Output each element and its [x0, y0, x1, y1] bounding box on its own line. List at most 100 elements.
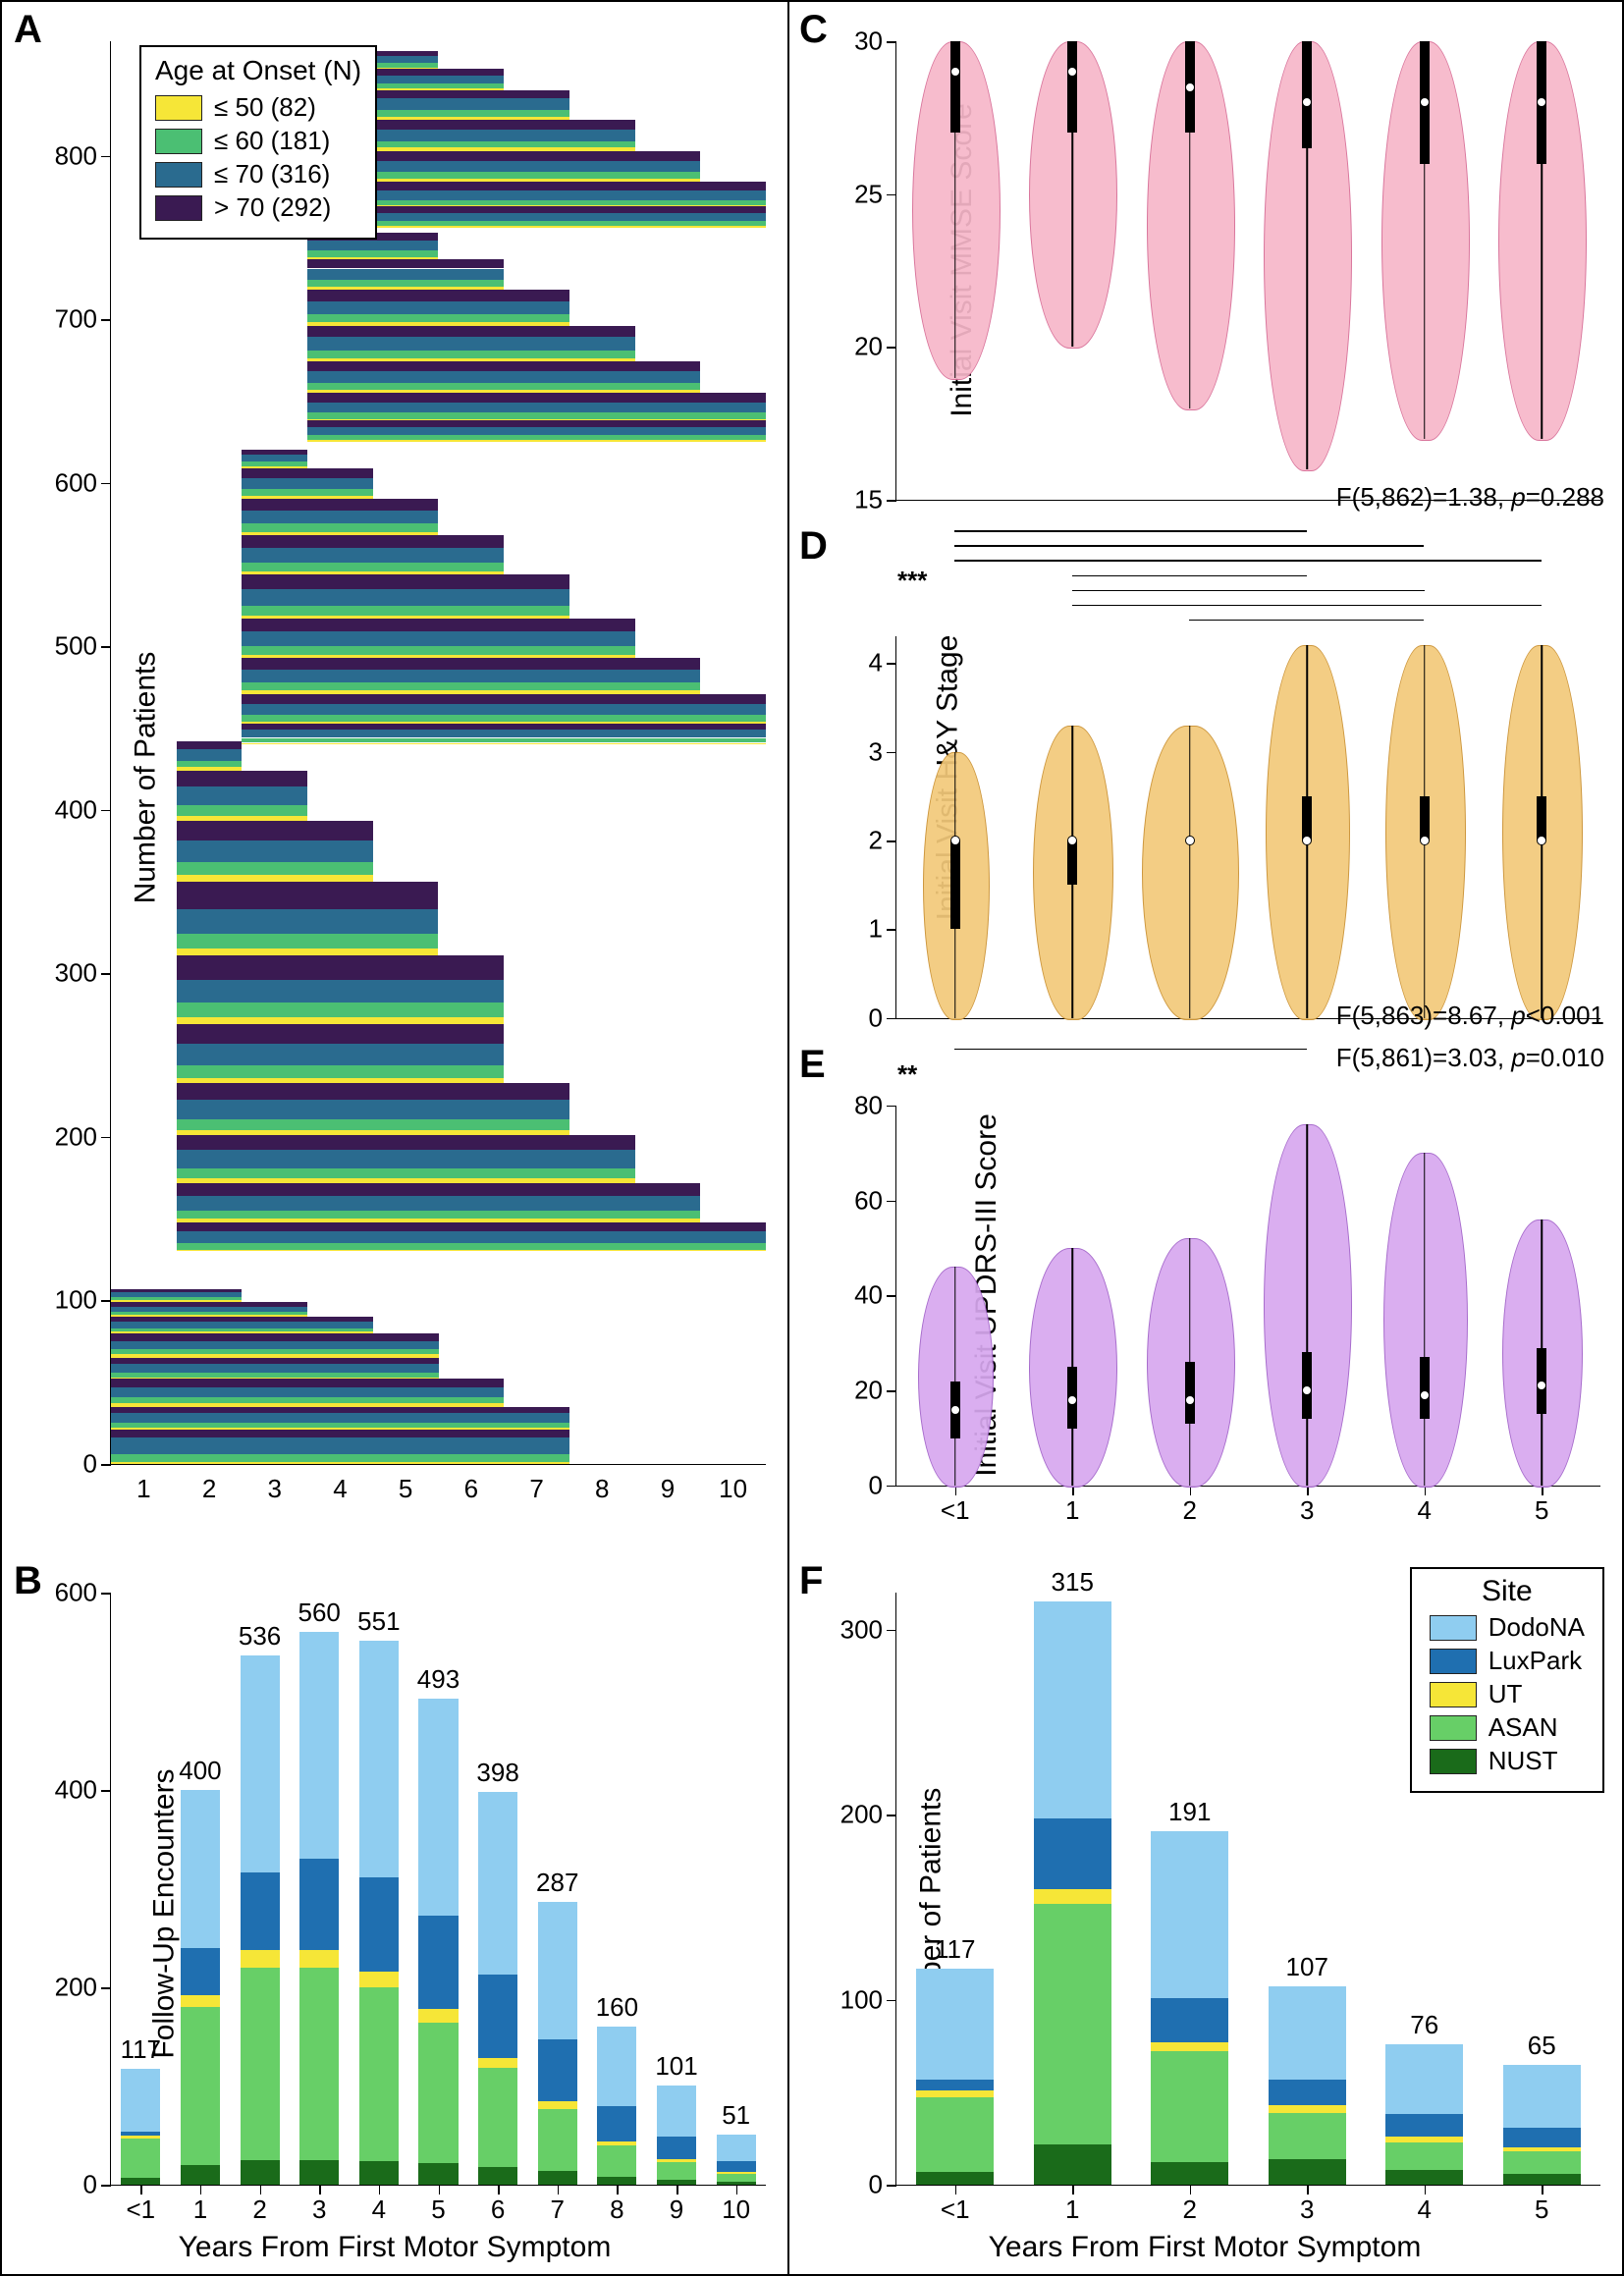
patient-segment	[373, 141, 635, 148]
patient-segment	[111, 1302, 307, 1307]
patient-segment	[111, 1349, 439, 1354]
bar-segment-DodoNA	[1385, 2044, 1463, 2115]
panel-a-plot-area: 010020030040050060070080012345678910	[110, 41, 766, 1465]
patient-segment	[177, 805, 307, 817]
bar-segment-LuxPark	[299, 1859, 339, 1949]
patient-segment	[373, 226, 766, 228]
bar-segment-UT	[916, 2090, 994, 2098]
patient-segment	[307, 383, 700, 390]
bar-segment-ASAN	[299, 1968, 339, 2160]
bar-segment-LuxPark	[657, 2137, 696, 2159]
patient-segment	[177, 1150, 635, 1167]
patient-segment	[177, 1065, 505, 1078]
patient-segment	[111, 1354, 439, 1357]
patient-segment	[111, 1331, 373, 1333]
patient-segment	[373, 51, 439, 56]
patient-segment	[242, 722, 766, 724]
row-1: A Number of Patients 0100200300400500600…	[2, 2, 1622, 1553]
bar-segment-ASAN	[478, 2068, 517, 2166]
bar-segment-NUST	[657, 2180, 696, 2185]
bar-segment-LuxPark	[241, 1872, 280, 1949]
patient-segment	[373, 90, 569, 98]
patient-segment	[307, 420, 766, 427]
patient-segment	[177, 862, 373, 875]
legend-swatch	[155, 195, 202, 221]
panel-c: CInitial Visit MMSE Score15202530F(5,862…	[787, 2, 1622, 518]
patient-segment	[111, 1413, 569, 1423]
bar-segment-NUST	[1385, 2170, 1463, 2185]
patient-segment	[373, 120, 635, 130]
bar-segment-DodoNA	[1503, 2065, 1581, 2128]
patient-segment	[111, 1322, 373, 1328]
bar-segment-ASAN	[717, 2174, 756, 2182]
bar-total-label: 551	[357, 1606, 400, 1637]
patient-segment	[111, 1300, 242, 1302]
bar-segment-NUST	[1503, 2174, 1581, 2185]
bar-segment-NUST	[1151, 2162, 1228, 2185]
patient-segment	[177, 1078, 505, 1083]
violin	[1142, 726, 1239, 1020]
legend-swatch	[1430, 1682, 1477, 1707]
patient-segment	[111, 1454, 569, 1462]
bar-total-label: 398	[476, 1758, 518, 1788]
bar-segment-ASAN	[1385, 2142, 1463, 2170]
patient-segment	[242, 589, 569, 606]
legend-swatch	[155, 162, 202, 188]
patient-segment	[177, 1231, 766, 1243]
bar-total-label: 65	[1528, 2031, 1556, 2061]
bar-segment-NUST	[418, 2163, 458, 2185]
stacked-bar: 560	[299, 1632, 339, 2185]
patient-segment	[373, 110, 569, 117]
bar-segment-NUST	[1034, 2144, 1111, 2185]
bar-segment-LuxPark	[478, 1975, 517, 2058]
bar-segment-ASAN	[538, 2109, 577, 2171]
patient-segment	[177, 1044, 505, 1065]
stacked-bar: 65	[1503, 2065, 1581, 2185]
panel-a-label: A	[14, 8, 42, 52]
bar-segment-LuxPark	[1034, 1818, 1111, 1889]
patient-segment	[242, 682, 700, 690]
patient-segment	[242, 704, 766, 716]
bar-segment-UT	[241, 1950, 280, 1968]
patient-segment	[111, 1333, 439, 1341]
bar-segment-UT	[418, 2009, 458, 2023]
bar-segment-NUST	[181, 2165, 220, 2185]
patient-segment	[373, 182, 766, 190]
patient-segment	[373, 190, 766, 200]
patient-segment	[242, 715, 766, 722]
patient-segment	[373, 68, 439, 70]
bar-total-label: 560	[298, 1598, 341, 1628]
panel-b-plot-area: 0200400600<11234567891011740053656055149…	[110, 1593, 766, 2186]
patient-segment	[307, 361, 700, 371]
patient-segment	[177, 1135, 635, 1150]
patient-segment	[177, 1243, 766, 1250]
bar-segment-LuxPark	[538, 2039, 577, 2100]
bar-segment-DodoNA	[1269, 1986, 1346, 2079]
site-legend-title: Site	[1430, 1575, 1585, 1608]
bar-segment-DodoNA	[657, 2086, 696, 2137]
patient-segment	[177, 1178, 635, 1183]
legend-swatch	[155, 95, 202, 121]
patient-segment	[242, 532, 438, 535]
patient-segment	[111, 1373, 439, 1378]
bar-total-label: 536	[239, 1621, 281, 1652]
patient-segment	[242, 631, 634, 646]
patient-segment	[177, 909, 439, 934]
patient-segment	[177, 1219, 701, 1221]
patient-segment	[177, 948, 439, 955]
patient-segment	[373, 147, 635, 150]
patient-segment	[177, 1024, 505, 1044]
patient-segment	[242, 743, 766, 745]
patient-segment	[242, 658, 700, 670]
patient-segment	[177, 761, 243, 768]
patient-segment	[111, 1428, 569, 1430]
bar-segment-NUST	[916, 2172, 994, 2185]
patient-segment	[177, 821, 373, 840]
legend-item-label: DodoNA	[1489, 1612, 1585, 1643]
bar-segment-LuxPark	[1269, 2080, 1346, 2105]
patient-segment	[307, 390, 700, 393]
stacked-bar: 493	[418, 1699, 458, 2185]
patient-segment	[373, 63, 439, 68]
patient-segment	[111, 1462, 569, 1464]
bar-segment-DodoNA	[597, 2027, 636, 2105]
